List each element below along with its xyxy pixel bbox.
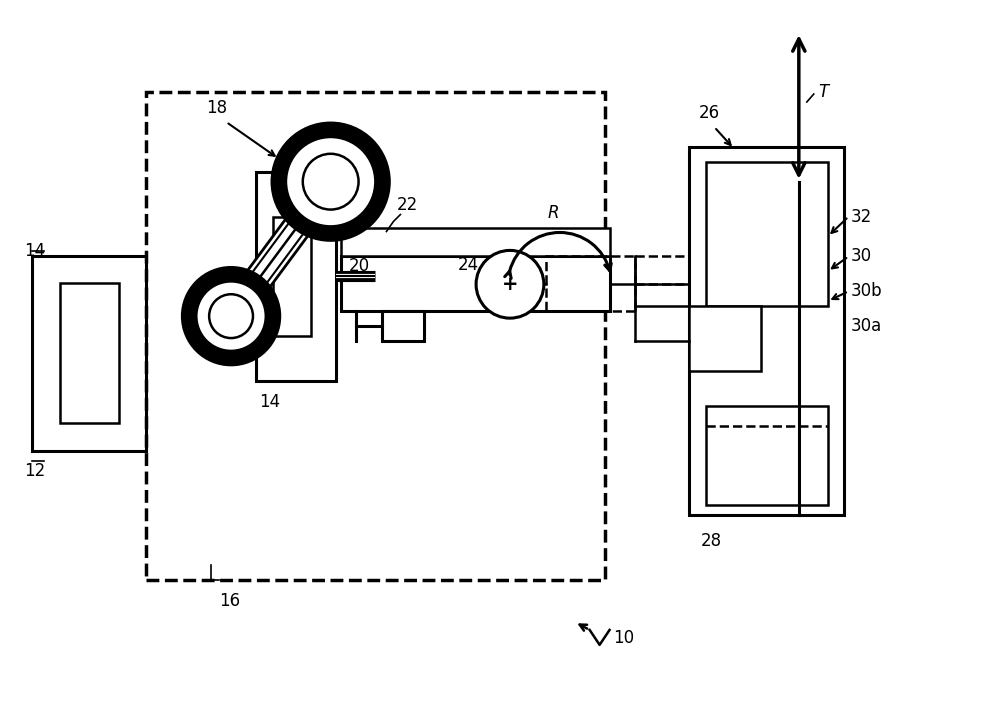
Text: 12: 12 [24, 461, 45, 479]
Bar [341, 257, 610, 311]
Bar [689, 306, 761, 371]
Text: 32: 32 [851, 208, 872, 225]
Bar [32, 257, 146, 451]
Bar [546, 257, 635, 311]
Text: 30a: 30a [851, 317, 882, 335]
Bar [60, 283, 119, 423]
Bar [689, 146, 844, 515]
Text: 30b: 30b [851, 282, 882, 300]
Text: 10: 10 [614, 629, 635, 647]
Text: 22: 22 [396, 196, 418, 213]
Circle shape [189, 274, 273, 358]
Bar [706, 406, 828, 506]
Bar [273, 217, 311, 336]
Text: R: R [548, 203, 559, 222]
Bar [146, 92, 605, 580]
Circle shape [476, 250, 544, 318]
Text: 16: 16 [219, 592, 240, 610]
Text: 14: 14 [259, 393, 280, 411]
Text: 20: 20 [349, 257, 370, 275]
Text: 28: 28 [701, 533, 722, 550]
Text: 14: 14 [24, 242, 45, 260]
Text: 24: 24 [458, 257, 479, 274]
Circle shape [209, 294, 253, 338]
Text: 26: 26 [699, 104, 720, 122]
Bar [341, 228, 610, 257]
Text: +: + [502, 274, 518, 294]
Bar [256, 172, 336, 381]
Bar [382, 311, 424, 341]
Text: T: T [819, 83, 829, 101]
Text: 30: 30 [851, 247, 872, 265]
Circle shape [279, 130, 382, 233]
Bar [706, 162, 828, 306]
Text: 18: 18 [206, 99, 227, 117]
Circle shape [303, 154, 359, 210]
